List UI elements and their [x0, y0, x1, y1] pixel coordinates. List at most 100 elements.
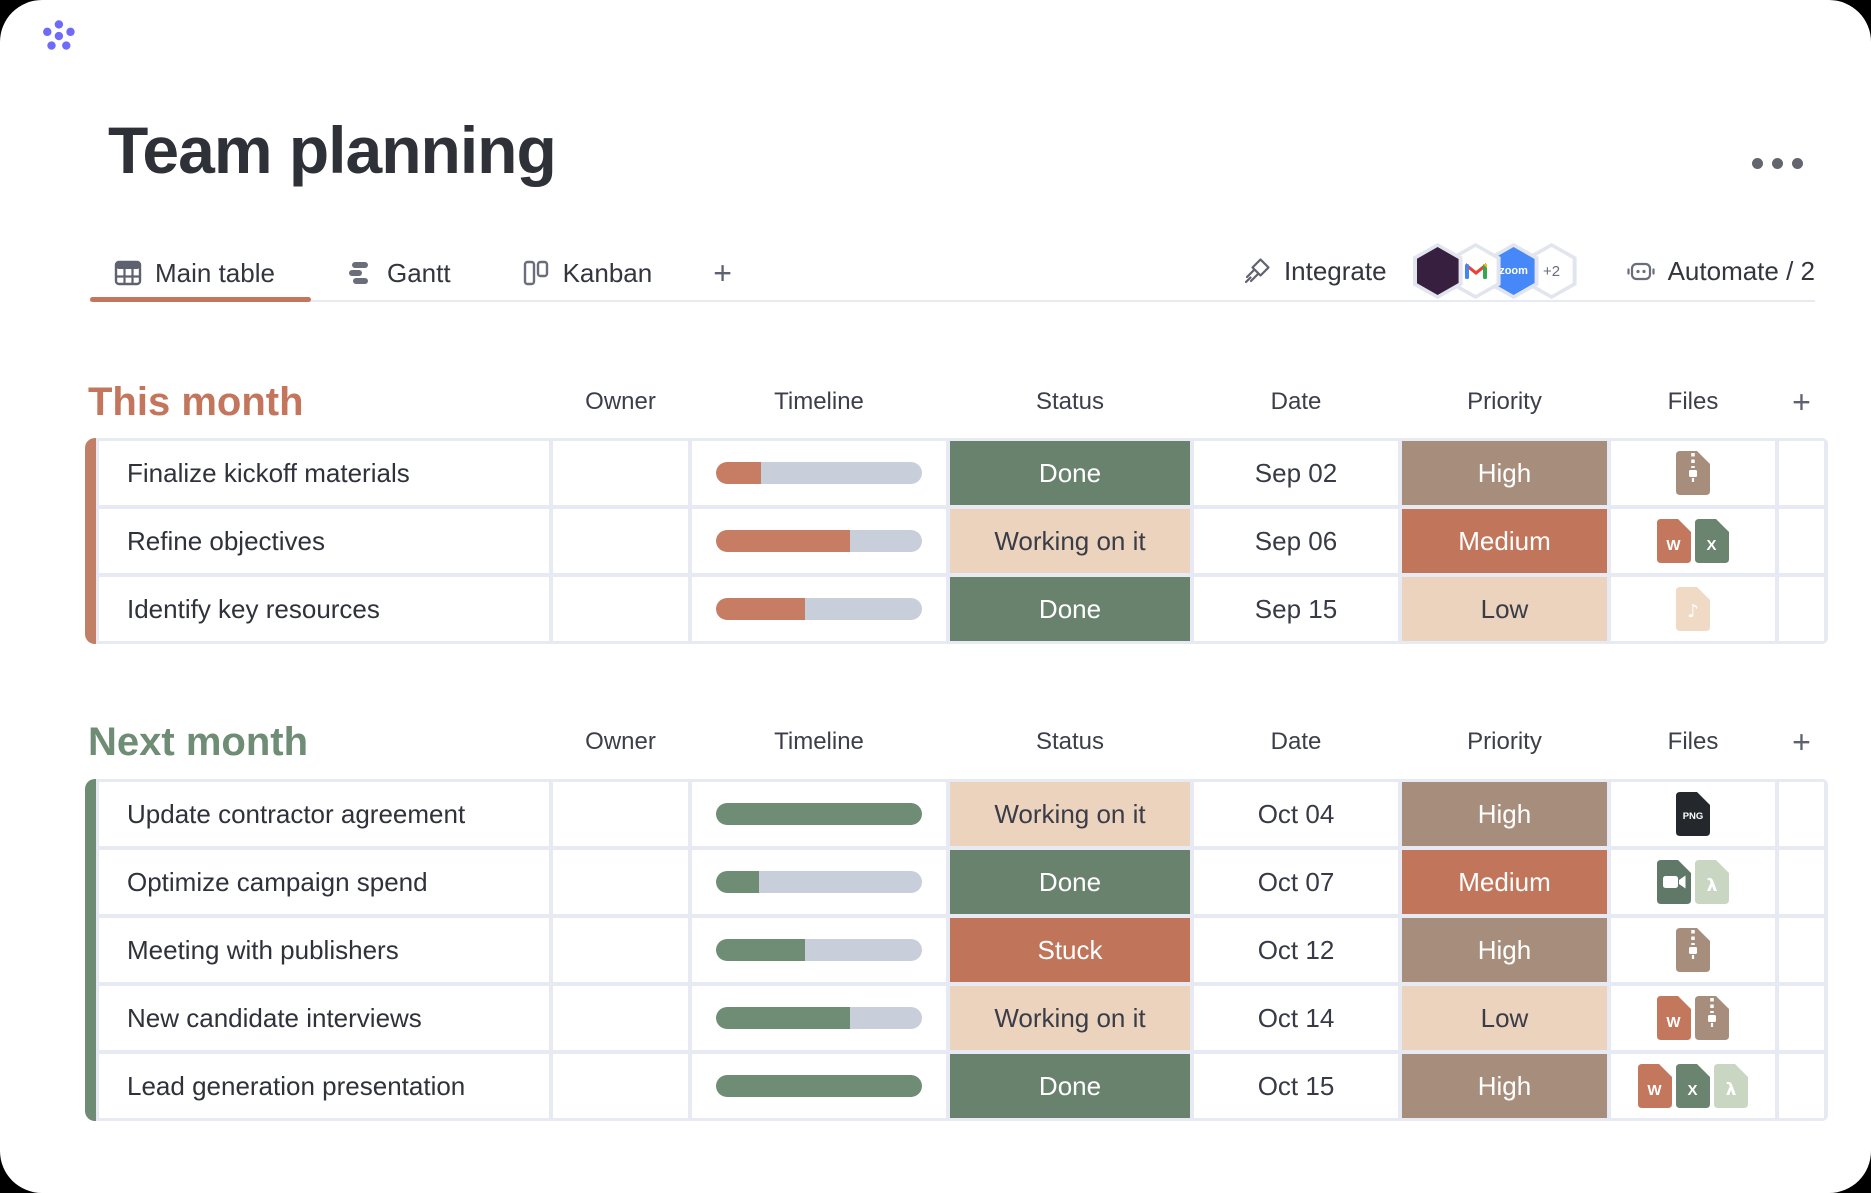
group-next-month: Update contractor agreement Working on it…	[85, 779, 1828, 1121]
column-header-status[interactable]: Status	[1035, 388, 1105, 415]
date-cell[interactable]: Oct 07	[1194, 850, 1398, 914]
priority-cell[interactable]: High	[1402, 441, 1607, 505]
priority-cell[interactable]: Low	[1402, 577, 1607, 641]
automate-button[interactable]: Automate / 2	[1625, 255, 1815, 287]
file-zip-icon	[1676, 928, 1710, 972]
status-cell[interactable]: Done	[950, 441, 1190, 505]
timeline-cell[interactable]	[692, 509, 946, 573]
timeline-cell[interactable]	[692, 577, 946, 641]
column-header-priority[interactable]: Priority	[1467, 728, 1542, 755]
column-header-date[interactable]: Date	[1270, 388, 1322, 415]
file-icons	[1676, 928, 1710, 972]
column-header-files[interactable]: Files	[1667, 388, 1719, 415]
priority-cell[interactable]: Medium	[1402, 509, 1607, 573]
date-cell[interactable]: Sep 15	[1194, 577, 1398, 641]
page-title: Team planning	[108, 113, 557, 187]
owner-cell[interactable]	[553, 918, 688, 982]
column-header-files[interactable]: Files	[1667, 728, 1719, 755]
svg-text:PNG: PNG	[1683, 811, 1704, 822]
timeline-cell[interactable]	[692, 1054, 946, 1118]
priority-cell[interactable]: High	[1402, 782, 1607, 846]
owner-cell[interactable]	[553, 782, 688, 846]
date-cell[interactable]: Oct 15	[1194, 1054, 1398, 1118]
tab-gantt[interactable]: Gantt	[322, 246, 474, 300]
files-cell[interactable]: W	[1611, 986, 1775, 1050]
task-name-cell[interactable]: Identify key resources	[99, 577, 549, 641]
owner-cell[interactable]	[553, 1054, 688, 1118]
status-cell[interactable]: Stuck	[950, 918, 1190, 982]
status-cell[interactable]: Working on it	[950, 782, 1190, 846]
priority-cell[interactable]: Medium	[1402, 850, 1607, 914]
add-view-button[interactable]: +	[713, 254, 732, 291]
file-excel-icon: X	[1695, 519, 1729, 563]
zoom-badge-label: zoom	[1499, 265, 1528, 277]
gmail-badge	[1450, 243, 1501, 299]
task-name-cell[interactable]: Lead generation presentation	[99, 1054, 549, 1118]
tab-label: Gantt	[386, 257, 451, 288]
task-name-cell[interactable]: Finalize kickoff materials	[99, 441, 549, 505]
task-name-cell[interactable]: Optimize campaign spend	[99, 850, 549, 914]
priority-cell[interactable]: High	[1402, 918, 1607, 982]
date-cell[interactable]: Oct 12	[1194, 918, 1398, 982]
timeline-cell[interactable]	[692, 782, 946, 846]
files-cell[interactable]: PNG	[1611, 782, 1775, 846]
active-tab-underline	[90, 297, 311, 302]
owner-cell[interactable]	[553, 441, 688, 505]
task-name-cell[interactable]: Meeting with publishers	[99, 918, 549, 982]
timeline-cell[interactable]	[692, 850, 946, 914]
files-cell[interactable]: ♪	[1611, 577, 1775, 641]
column-header-status[interactable]: Status	[1035, 728, 1105, 755]
more-options-button[interactable]	[1752, 158, 1803, 169]
status-cell[interactable]: Working on it	[950, 509, 1190, 573]
gmail-icon	[1464, 261, 1488, 281]
file-icons	[1676, 451, 1710, 495]
column-header-owner[interactable]: Owner	[585, 728, 656, 755]
add-column-button[interactable]: +	[1792, 383, 1811, 420]
files-cell[interactable]: λ	[1611, 850, 1775, 914]
timeline-cell[interactable]	[692, 441, 946, 505]
integrate-button[interactable]: Integrate	[1283, 255, 1387, 286]
column-header-timeline[interactable]: Timeline	[774, 388, 864, 415]
date-cell[interactable]: Sep 02	[1194, 441, 1398, 505]
date-cell[interactable]: Sep 06	[1194, 509, 1398, 573]
owner-cell[interactable]	[553, 850, 688, 914]
owner-cell[interactable]	[553, 509, 688, 573]
task-name-cell[interactable]: Refine objectives	[99, 509, 549, 573]
column-header-priority[interactable]: Priority	[1467, 388, 1542, 415]
integration-badges[interactable]: zoom +2	[1412, 243, 1577, 299]
column-header-timeline[interactable]: Timeline	[774, 728, 864, 755]
owner-cell[interactable]	[553, 577, 688, 641]
task-name-cell[interactable]: Update contractor agreement	[99, 782, 549, 846]
column-header-date[interactable]: Date	[1270, 728, 1322, 755]
brand-hexagon-badge	[1412, 243, 1463, 299]
status-cell[interactable]: Done	[950, 577, 1190, 641]
timeline-cell[interactable]	[692, 986, 946, 1050]
priority-cell[interactable]: High	[1402, 1054, 1607, 1118]
date-cell[interactable]: Oct 14	[1194, 986, 1398, 1050]
svg-text:♪: ♪	[1687, 601, 1699, 622]
status-cell[interactable]: Done	[950, 850, 1190, 914]
tab-kanban[interactable]: Kanban	[498, 246, 676, 300]
group-this-month: Finalize kickoff materials Done Sep 02 High…	[85, 438, 1828, 644]
files-cell[interactable]	[1611, 918, 1775, 982]
add-column-button[interactable]: +	[1792, 723, 1811, 760]
group-table: Update contractor agreement Working on it…	[96, 779, 1828, 1121]
tab-main-table[interactable]: Main table	[90, 246, 298, 300]
more-badge-label: +2	[1543, 262, 1561, 280]
priority-cell[interactable]: Low	[1402, 986, 1607, 1050]
group-color-bar	[85, 779, 96, 1121]
app-logo-icon	[42, 16, 80, 54]
task-name-cell[interactable]: New candidate interviews	[99, 986, 549, 1050]
status-cell[interactable]: Working on it	[950, 986, 1190, 1050]
group-title[interactable]: This month	[88, 379, 304, 424]
column-header-owner[interactable]: Owner	[585, 388, 656, 415]
date-cell[interactable]: Oct 04	[1194, 782, 1398, 846]
status-cell[interactable]: Done	[950, 1054, 1190, 1118]
row-extra-cell	[1779, 850, 1824, 914]
owner-cell[interactable]	[553, 986, 688, 1050]
files-cell[interactable]	[1611, 441, 1775, 505]
timeline-cell[interactable]	[692, 918, 946, 982]
group-title[interactable]: Next month	[88, 719, 308, 764]
